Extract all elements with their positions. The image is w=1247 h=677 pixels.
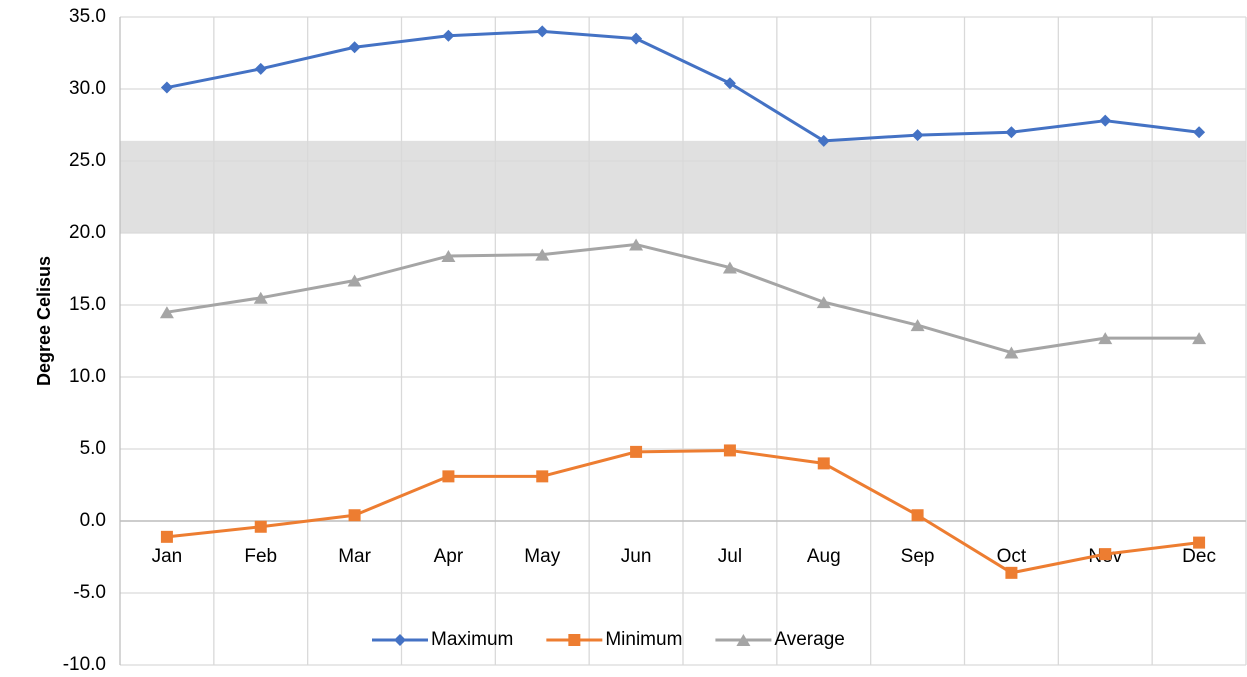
marker — [910, 319, 925, 332]
x-tick-label: Aug — [807, 546, 841, 567]
x-tick-label: Apr — [434, 546, 464, 567]
marker — [630, 32, 643, 45]
marker — [722, 261, 737, 274]
marker — [736, 634, 751, 646]
y-axis-label: Degree Celisus — [34, 256, 54, 386]
marker — [911, 509, 924, 522]
marker — [1193, 536, 1206, 549]
x-tick-label: Oct — [997, 546, 1027, 567]
marker — [254, 62, 267, 75]
marker — [1193, 126, 1206, 139]
y-tick-label: 30.0 — [69, 78, 106, 99]
legend-label: Minimum — [605, 629, 682, 650]
marker — [347, 274, 362, 287]
marker — [630, 445, 643, 458]
series-line — [166, 29, 1200, 143]
marker — [1005, 126, 1018, 139]
y-tick-label: 35.0 — [69, 6, 106, 27]
y-tick-label: 20.0 — [69, 222, 106, 243]
marker — [441, 250, 456, 263]
marker — [911, 129, 924, 142]
marker — [1192, 332, 1207, 345]
series-line — [166, 243, 1200, 355]
marker — [629, 238, 644, 251]
legend-label: Average — [774, 629, 844, 650]
y-tick-label: 15.0 — [69, 294, 106, 315]
y-tick-label: 10.0 — [69, 366, 106, 387]
marker — [536, 25, 549, 38]
marker — [254, 520, 267, 533]
x-tick-label: Dec — [1182, 546, 1216, 567]
marker — [253, 291, 268, 304]
marker — [817, 134, 830, 147]
marker — [723, 77, 736, 90]
marker — [817, 457, 830, 470]
y-tick-label: 25.0 — [69, 150, 106, 171]
series-line — [166, 448, 1200, 575]
marker — [442, 470, 455, 483]
legend-label: Maximum — [431, 629, 513, 650]
x-tick-label: Feb — [244, 546, 277, 567]
y-tick-label: -5.0 — [73, 582, 106, 603]
marker — [160, 530, 173, 543]
x-tick-label: Jan — [152, 546, 183, 567]
marker — [723, 444, 736, 457]
marker — [348, 509, 361, 522]
marker — [536, 470, 549, 483]
y-tick-label: -10.0 — [63, 654, 106, 675]
marker — [1005, 566, 1018, 579]
x-tick-label: Sep — [901, 546, 935, 567]
marker — [1098, 332, 1113, 345]
marker — [160, 81, 173, 94]
x-tick-label: Mar — [338, 546, 371, 567]
x-tick-label: May — [524, 546, 560, 567]
marker — [568, 634, 581, 646]
y-tick-label: 5.0 — [80, 438, 106, 459]
marker — [816, 296, 831, 309]
x-tick-label: Jul — [718, 546, 742, 567]
marker — [394, 634, 406, 646]
marker — [1099, 548, 1112, 561]
marker — [348, 41, 361, 54]
x-tick-label: Jun — [621, 546, 652, 567]
marker — [159, 306, 174, 319]
marker — [1004, 346, 1019, 359]
marker — [535, 248, 550, 261]
marker — [1099, 114, 1112, 127]
y-tick-label: 0.0 — [80, 510, 106, 531]
marker — [442, 29, 455, 42]
